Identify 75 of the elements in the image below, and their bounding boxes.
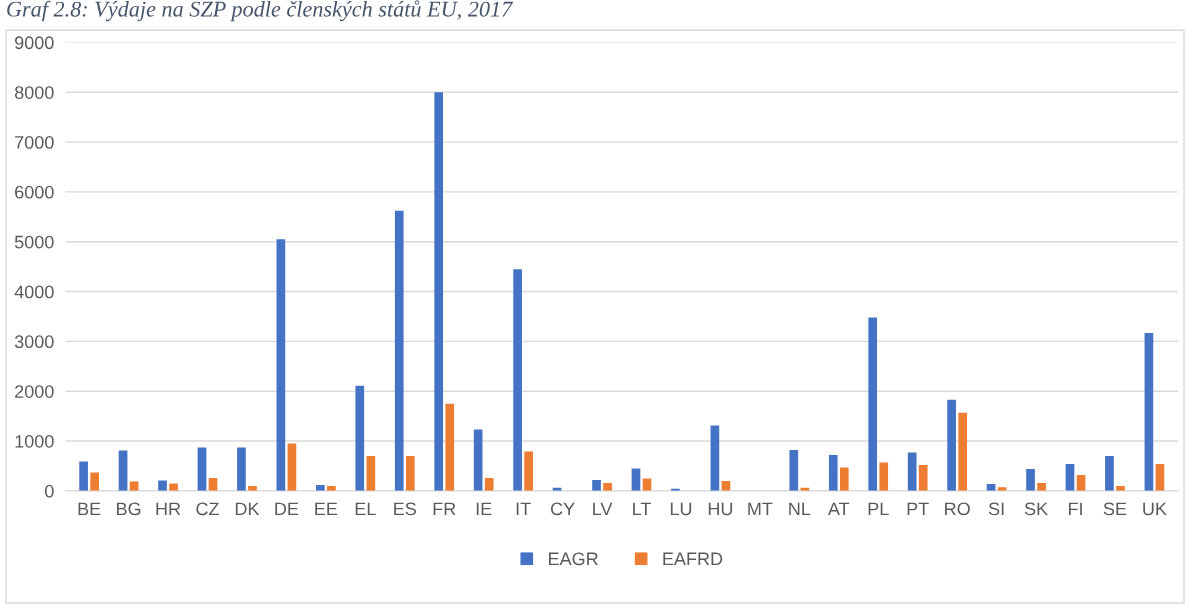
x-tick-label: EE <box>315 502 338 516</box>
bar <box>1026 468 1035 491</box>
x-tick-label: PT <box>907 502 929 516</box>
bar <box>169 483 178 491</box>
chart-title: Graf 2.8: Výdaje na SZP podle členských států EU, 2017 <box>7 0 514 22</box>
bar <box>918 464 928 491</box>
x-tick-label: PL <box>868 502 889 516</box>
bar <box>524 451 533 491</box>
bar <box>631 468 641 491</box>
y-tick-label: 5000 <box>14 235 54 249</box>
x-tick-label: ES <box>394 502 416 516</box>
x-tick-label: LU <box>670 502 692 516</box>
bar <box>710 425 720 491</box>
bar <box>405 455 415 491</box>
y-tick-label: 1000 <box>15 434 54 448</box>
bar <box>947 399 956 491</box>
bar <box>445 403 455 491</box>
y-tick-label: 0 <box>45 484 54 498</box>
x-tick-label: LV <box>593 502 613 516</box>
x-tick-label: MT <box>748 502 773 516</box>
x-tick-label: BE <box>78 502 101 516</box>
bar <box>90 472 99 491</box>
bar <box>434 92 444 491</box>
bar <box>789 450 799 491</box>
x-tick-label: HR <box>156 502 181 516</box>
bar <box>366 455 376 491</box>
x-tick-label: DK <box>235 502 260 516</box>
bar <box>592 479 601 491</box>
legend-label: EAFRD <box>663 552 723 566</box>
x-tick-label: SI <box>988 502 1004 516</box>
bar <box>394 210 404 491</box>
x-tick-label: CY <box>550 502 575 516</box>
x-tick-label: BG <box>117 502 141 516</box>
bar <box>1105 455 1114 491</box>
bar <box>513 269 522 491</box>
x-tick-label: CZ <box>196 502 219 516</box>
bar <box>79 461 88 491</box>
bar <box>907 452 917 491</box>
y-tick-label: 9000 <box>15 36 54 50</box>
bar <box>839 467 849 491</box>
x-tick-label: SK <box>1024 502 1048 516</box>
bar <box>603 482 612 491</box>
x-tick-label: NL <box>789 502 811 516</box>
bar <box>1037 482 1046 491</box>
y-tick-label: 7000 <box>15 136 54 149</box>
x-tick-label: SE <box>1103 502 1127 516</box>
x-tick-label: LT <box>633 502 651 516</box>
x-tick-label: FR <box>433 502 456 516</box>
x-tick-label: HU <box>708 502 733 516</box>
x-tick-label: FI <box>1068 502 1082 516</box>
bar <box>355 385 365 491</box>
bar <box>276 239 286 491</box>
x-tick-label: EL <box>355 502 376 516</box>
bar <box>237 447 246 491</box>
x-tick-label: UK <box>1143 502 1167 516</box>
y-tick-label: 3000 <box>14 335 54 349</box>
legend-label: EAGR <box>549 552 598 566</box>
y-tick-label: 2000 <box>15 385 54 398</box>
bar <box>1144 332 1154 491</box>
bar <box>484 477 494 491</box>
bar <box>958 412 968 491</box>
y-tick-label: 4000 <box>14 285 54 299</box>
bar <box>287 443 297 491</box>
x-tick-label: AT <box>827 502 850 516</box>
bar <box>868 317 878 491</box>
x-tick-label: IE <box>476 502 492 516</box>
x-tick-label: RO <box>945 502 970 516</box>
bar <box>158 480 167 491</box>
bar <box>473 429 483 491</box>
x-tick-label: DE <box>275 502 299 516</box>
y-tick-label: 6000 <box>15 185 54 199</box>
bar <box>879 462 889 491</box>
x-tick-label: IT <box>516 502 531 516</box>
y-tick-label: 8000 <box>14 86 54 99</box>
bar <box>828 454 838 491</box>
